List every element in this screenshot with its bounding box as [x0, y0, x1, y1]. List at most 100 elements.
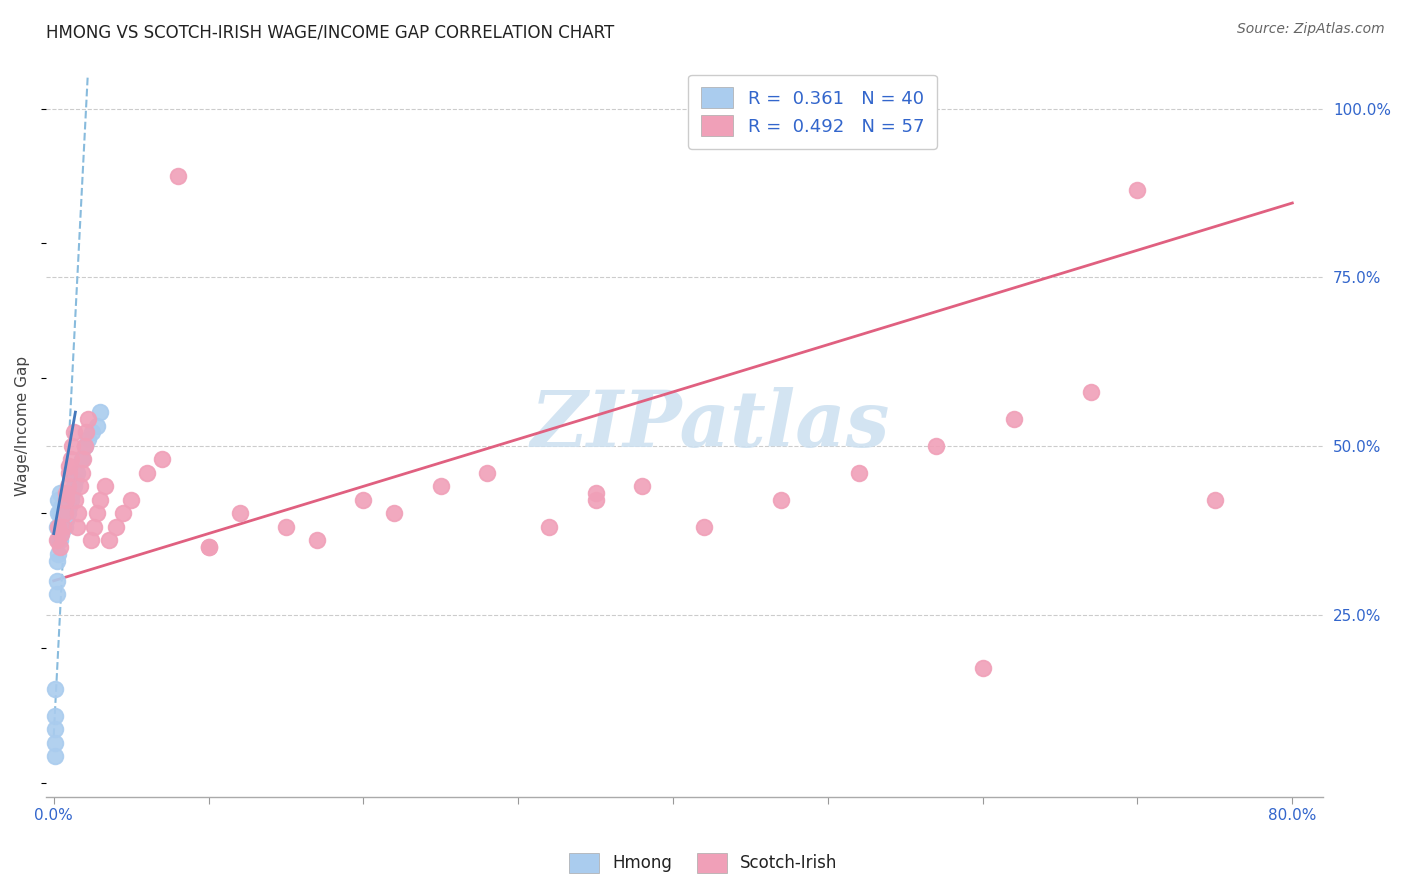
Point: [52, 506, 75, 520]
Point: [274, 520, 297, 534]
Point: [44, 681, 66, 696]
Point: [45, 533, 67, 548]
Point: [69, 479, 91, 493]
Point: [65, 492, 87, 507]
Point: [382, 506, 405, 520]
Point: [631, 479, 654, 493]
Point: [305, 533, 328, 548]
Point: [848, 466, 870, 480]
Point: [49, 533, 72, 548]
Point: [63, 479, 86, 493]
Point: [1126, 182, 1149, 196]
Point: [94, 479, 117, 493]
Point: [197, 540, 219, 554]
Point: [44, 723, 66, 737]
Point: [83, 520, 105, 534]
Point: [45, 553, 67, 567]
Point: [55, 513, 77, 527]
Point: [49, 486, 72, 500]
Point: [45, 520, 67, 534]
Point: [1002, 412, 1025, 426]
Point: [112, 506, 135, 520]
Legend: R =  0.361   N = 40, R =  0.492   N = 57: R = 0.361 N = 40, R = 0.492 N = 57: [688, 75, 936, 149]
Point: [56, 506, 79, 520]
Point: [44, 708, 66, 723]
Point: [89, 405, 111, 419]
Point: [150, 452, 173, 467]
Point: [58, 466, 80, 480]
Point: [104, 520, 127, 534]
Point: [58, 459, 80, 474]
Point: [197, 540, 219, 554]
Point: [48, 533, 70, 548]
Y-axis label: Wage/Income Gap: Wage/Income Gap: [15, 356, 30, 496]
Point: [1080, 384, 1102, 399]
Point: [80, 533, 103, 548]
Point: [48, 547, 70, 561]
Point: [55, 492, 77, 507]
Point: [53, 506, 76, 520]
Point: [70, 452, 93, 467]
Point: [60, 439, 83, 453]
Point: [693, 520, 716, 534]
Point: [59, 452, 82, 467]
Point: [585, 486, 607, 500]
Point: [55, 500, 77, 514]
Point: [76, 412, 98, 426]
Text: ZIPatlas: ZIPatlas: [530, 387, 890, 464]
Point: [1204, 492, 1226, 507]
Point: [58, 500, 80, 514]
Text: HMONG VS SCOTCH-IRISH WAGE/INCOME GAP CORRELATION CHART: HMONG VS SCOTCH-IRISH WAGE/INCOME GAP CO…: [46, 24, 614, 42]
Point: [53, 506, 76, 520]
Point: [86, 418, 108, 433]
Point: [49, 506, 72, 520]
Point: [63, 425, 86, 440]
Point: [925, 439, 948, 453]
Point: [48, 520, 70, 534]
Point: [48, 506, 70, 520]
Point: [44, 736, 66, 750]
Point: [98, 533, 121, 548]
Legend: Hmong, Scotch-Irish: Hmong, Scotch-Irish: [562, 847, 844, 880]
Point: [44, 749, 66, 764]
Point: [75, 425, 97, 440]
Point: [76, 432, 98, 446]
Point: [49, 520, 72, 534]
Point: [65, 473, 87, 487]
Point: [45, 587, 67, 601]
Point: [59, 492, 82, 507]
Point: [66, 466, 89, 480]
Point: [538, 520, 561, 534]
Point: [55, 486, 77, 500]
Point: [45, 574, 67, 588]
Point: [352, 492, 374, 507]
Point: [51, 526, 73, 541]
Point: [972, 661, 994, 675]
Point: [89, 492, 111, 507]
Point: [429, 479, 451, 493]
Point: [477, 466, 499, 480]
Point: [585, 492, 607, 507]
Point: [73, 439, 96, 453]
Point: [166, 169, 188, 183]
Text: Source: ZipAtlas.com: Source: ZipAtlas.com: [1237, 22, 1385, 37]
Point: [73, 439, 96, 453]
Point: [52, 520, 75, 534]
Point: [51, 500, 73, 514]
Point: [51, 526, 73, 541]
Point: [48, 492, 70, 507]
Point: [135, 466, 157, 480]
Point: [51, 513, 73, 527]
Point: [60, 486, 83, 500]
Point: [52, 520, 75, 534]
Point: [72, 452, 94, 467]
Point: [770, 492, 793, 507]
Point: [48, 520, 70, 534]
Point: [67, 506, 90, 520]
Point: [70, 466, 93, 480]
Point: [120, 492, 142, 507]
Point: [56, 479, 79, 493]
Point: [53, 520, 76, 534]
Point: [228, 506, 250, 520]
Point: [82, 425, 104, 440]
